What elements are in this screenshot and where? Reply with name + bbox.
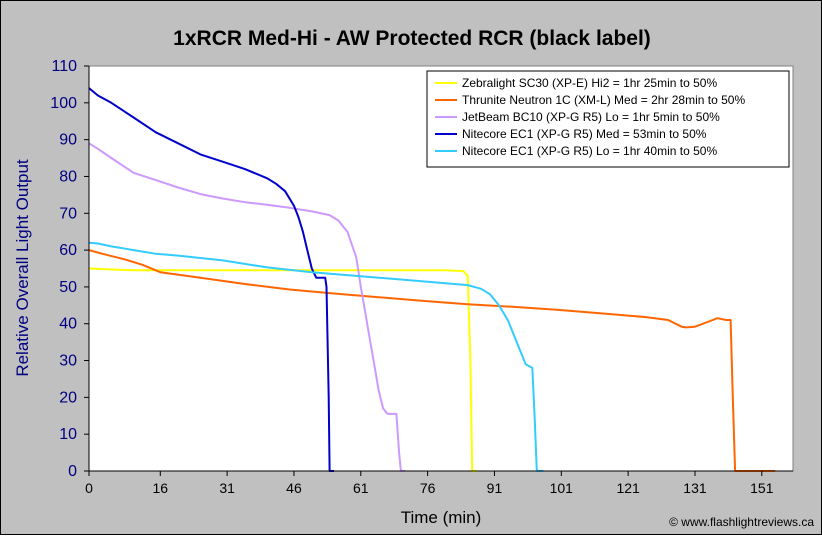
x-axis-label: Time (min) [401,508,482,527]
legend-entry: JetBeam BC10 (XP-G R5) Lo = 1hr 5min to … [462,110,720,124]
y-tick-label: 90 [59,132,77,149]
legend-entry: Nitecore EC1 (XP-G R5) Lo = 1hr 40min to… [462,144,717,158]
series-line-3 [88,142,406,472]
credit-text: © www.flashlightreviews.ca [669,515,814,529]
y-tick-label: 110 [51,58,77,75]
series-layer [88,87,776,472]
x-tick-label: 46 [286,480,302,496]
series-line-1 [88,267,477,472]
legend-items: Zebralight SC30 (XP-E) Hi2 = 1hr 25min t… [435,76,745,158]
x-tick-label: 131 [683,480,707,496]
legend: Zebralight SC30 (XP-E) Hi2 = 1hr 25min t… [426,70,790,168]
x-tick-label: 121 [616,480,640,496]
x-axis-ticks: 0 16 31 46 61 76 91 101 121 131 151 [85,471,774,496]
x-tick-label: 16 [153,480,169,496]
x-tick-label: 76 [420,480,436,496]
x-tick-label: 101 [550,480,574,496]
x-tick-label: 91 [487,480,503,496]
x-tick-label: 61 [353,480,369,496]
chart-title: 1xRCR Med-Hi - AW Protected RCR (black l… [173,27,651,50]
y-tick-label: 80 [59,168,77,185]
y-tick-label: 30 [59,353,77,370]
series-line-5 [88,241,544,472]
x-tick-label: 151 [750,480,774,496]
y-tick-label: 40 [59,316,77,333]
y-axis-label: Relative Overall Light Output [13,159,32,377]
y-tick-label: 70 [59,205,77,222]
y-tick-label: 50 [59,279,77,296]
y-tick-label: 100 [50,95,77,112]
y-tick-label: 10 [59,426,77,443]
y-axis-ticks: 0 10 20 30 40 50 60 70 80 90 100 110 [50,58,89,480]
legend-box [426,70,790,168]
y-tick-label: 60 [59,242,77,259]
y-tick-label: 0 [68,463,77,480]
series-line-4 [88,87,335,472]
x-tick-label: 0 [85,480,93,496]
legend-entry: Thrunite Neutron 1C (XM-L) Med = 2hr 28m… [462,93,745,107]
x-tick-label: 31 [219,480,235,496]
legend-entry: Nitecore EC1 (XP-G R5) Med = 53min to 50… [462,127,707,141]
legend-entry: Zebralight SC30 (XP-E) Hi2 = 1hr 25min t… [462,76,717,90]
series-line-2 [88,249,776,472]
y-tick-label: 20 [59,389,77,406]
